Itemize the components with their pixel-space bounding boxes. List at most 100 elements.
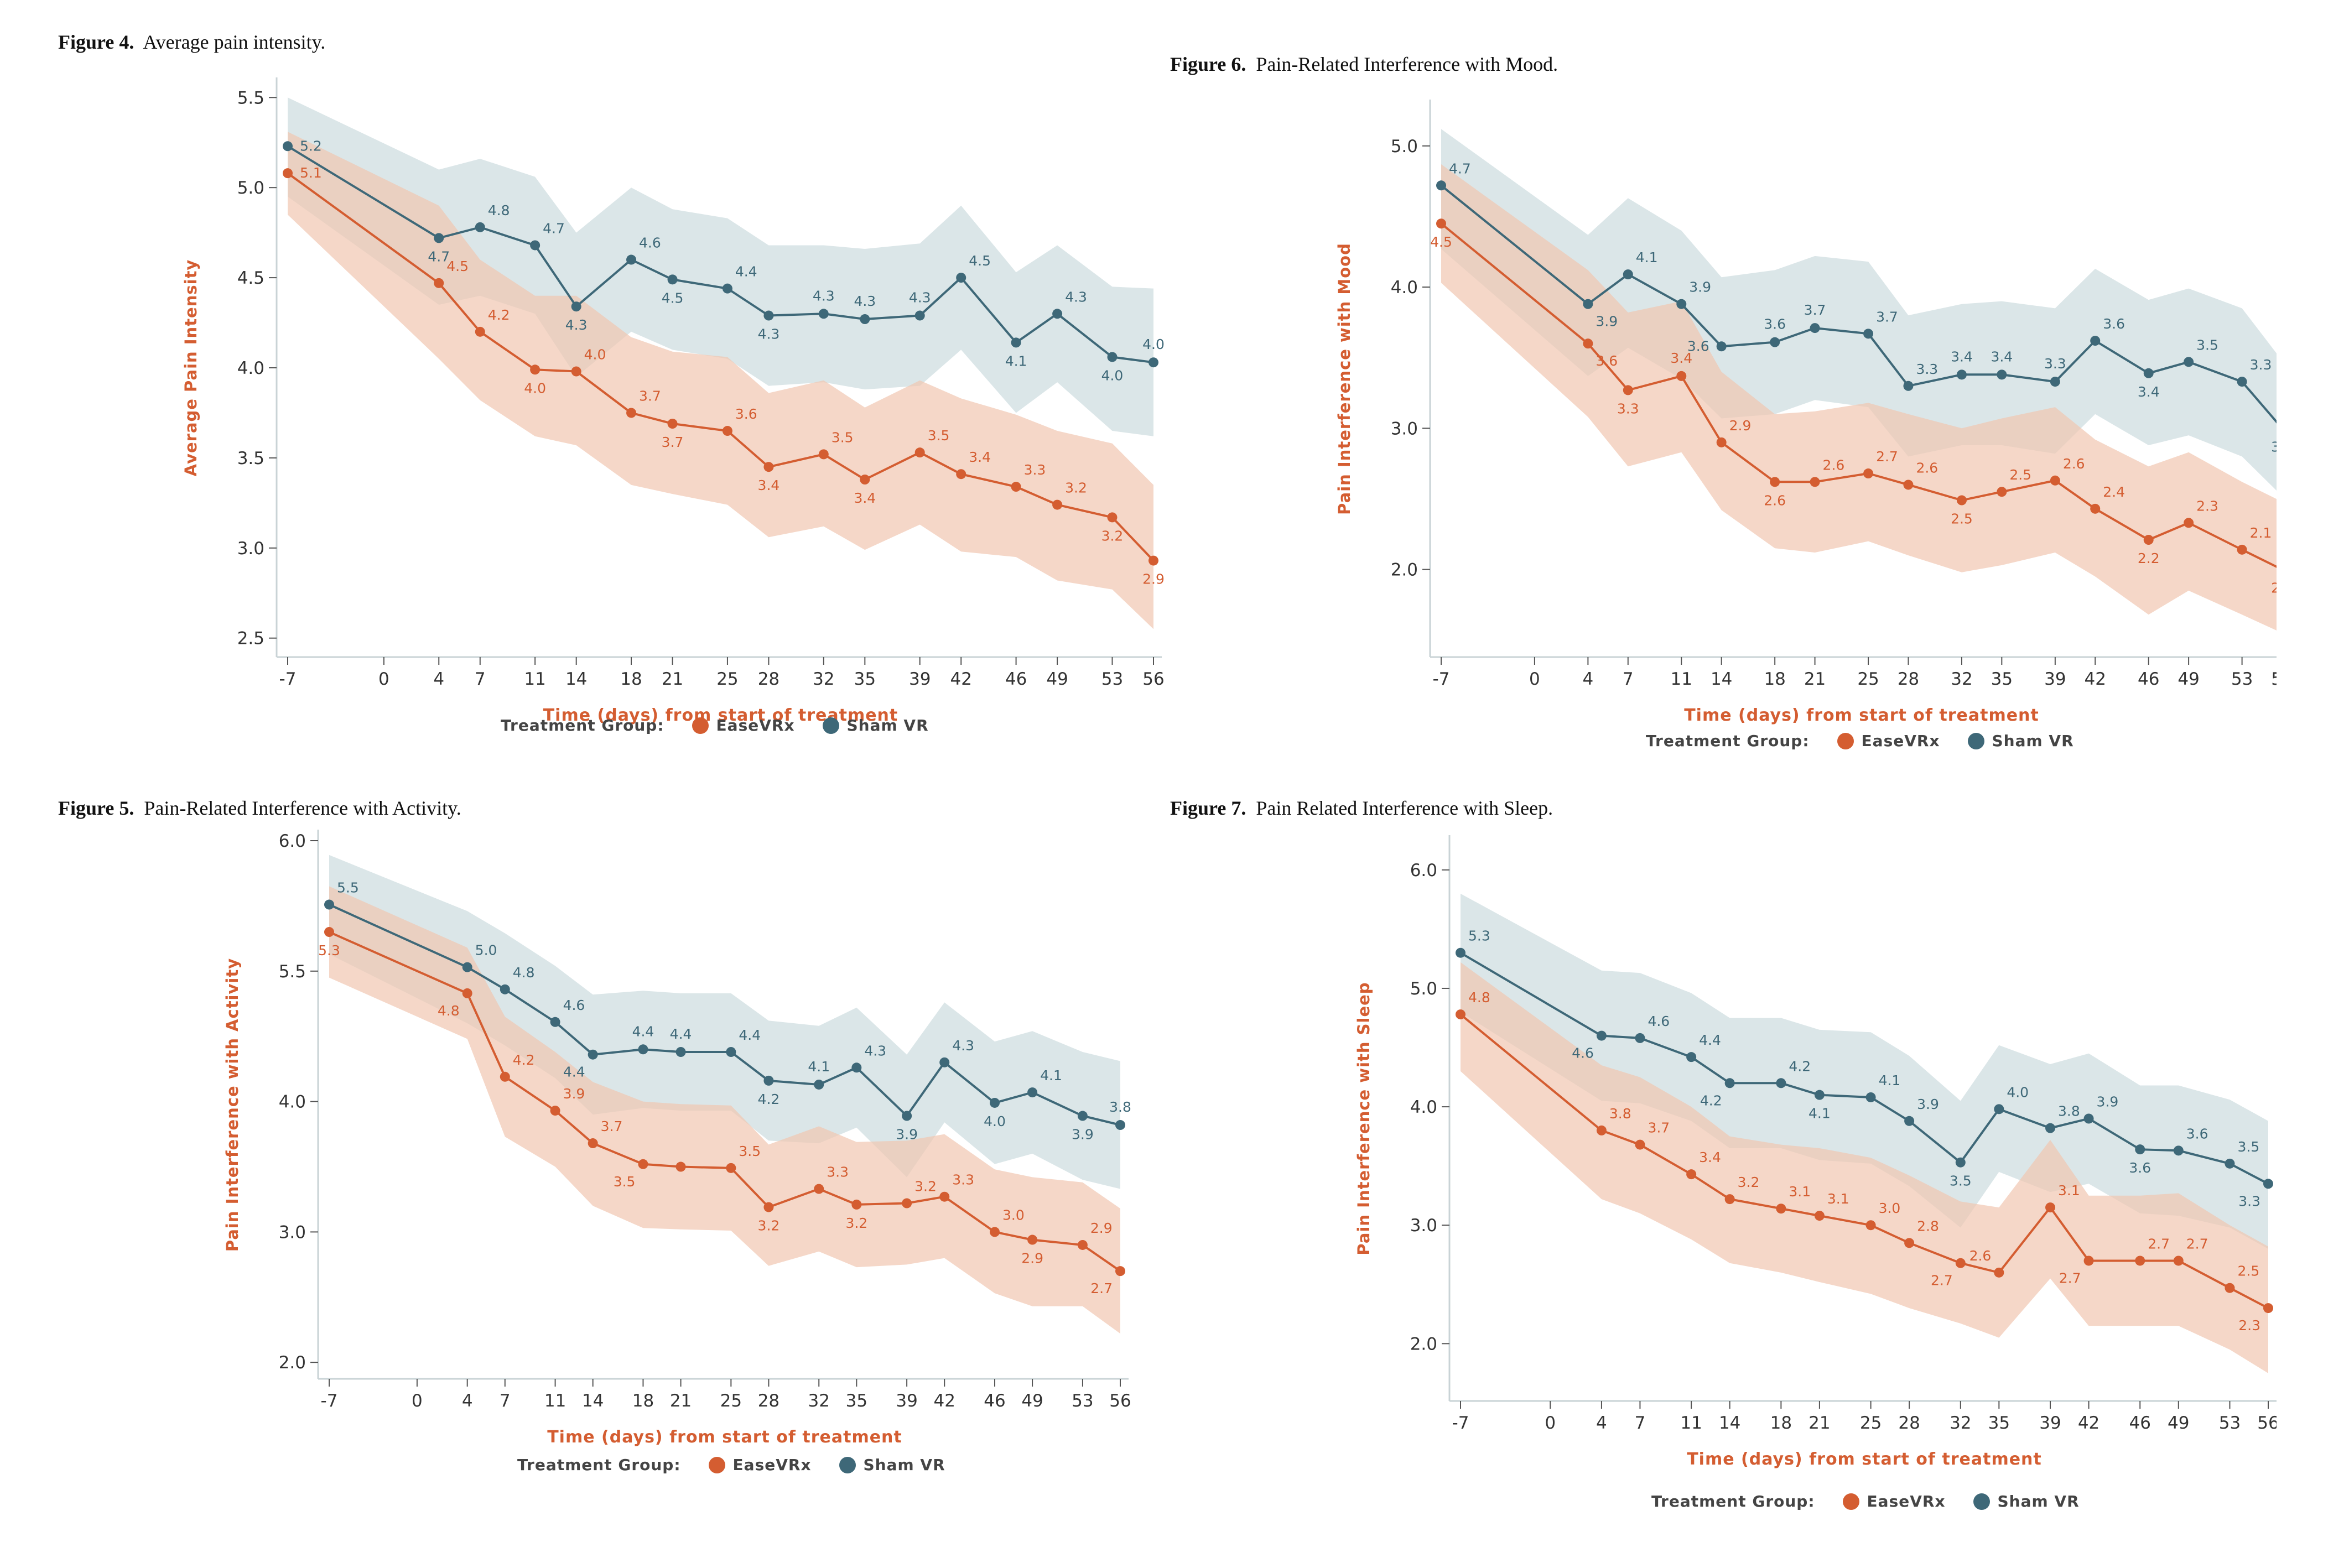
shamvr-data-point bbox=[1716, 341, 1727, 352]
x-tick-label: 18 bbox=[1764, 669, 1785, 689]
easevrx-data-label: 3.5 bbox=[928, 428, 950, 444]
shamvr-data-label: 4.8 bbox=[488, 202, 510, 218]
easevrx-data-label: 2.4 bbox=[2103, 484, 2125, 500]
shamvr-data-label: 4.0 bbox=[2007, 1084, 2029, 1100]
x-tick-label: 0 bbox=[1529, 669, 1540, 689]
shamvr-data-point bbox=[2083, 1113, 2094, 1124]
x-tick-label: 14 bbox=[1711, 669, 1732, 689]
easevrx-data-label: 3.0 bbox=[1002, 1207, 1025, 1223]
legend-easevrx-marker bbox=[708, 1456, 725, 1473]
legend-easevrx-marker bbox=[692, 717, 709, 734]
easevrx-data-point bbox=[462, 988, 472, 998]
shamvr-data-label: 3.6 bbox=[2129, 1160, 2151, 1176]
easevrx-data-label: 3.1 bbox=[1827, 1191, 1849, 1207]
easevrx-data-point bbox=[1456, 1009, 1465, 1020]
easevrx-data-label: 2.9 bbox=[1021, 1251, 1043, 1267]
x-tick-label: 28 bbox=[1898, 1413, 1920, 1433]
shamvr-data-point bbox=[902, 1111, 912, 1121]
x-tick-label: 42 bbox=[2078, 1413, 2099, 1433]
shamvr-data-point bbox=[763, 1075, 774, 1086]
x-tick-label: -7 bbox=[321, 1391, 338, 1411]
easevrx-data-label: 3.1 bbox=[1789, 1184, 1811, 1200]
legend-easevrx-label: EaseVRx bbox=[1861, 732, 1940, 750]
easevrx-data-point bbox=[2083, 1256, 2094, 1266]
easevrx-data-label: 5.1 bbox=[300, 165, 322, 181]
shamvr-data-label: 4.3 bbox=[909, 290, 931, 306]
shamvr-data-point bbox=[2090, 336, 2101, 346]
shamvr-data-label: 3.6 bbox=[1764, 316, 1786, 332]
figure-6-title: Pain-Related Interference with Mood. bbox=[1256, 53, 1558, 75]
easevrx-data-label: 2.8 bbox=[1917, 1218, 1939, 1234]
shamvr-data-label: 3.9 bbox=[896, 1127, 918, 1143]
easevrx-data-point bbox=[1436, 218, 1446, 229]
x-tick-label: 32 bbox=[1951, 669, 1972, 689]
easevrx-data-point bbox=[1994, 1267, 2004, 1278]
shamvr-data-point bbox=[1011, 337, 1021, 348]
easevrx-data-label: 3.7 bbox=[601, 1118, 623, 1134]
easevrx-data-label: 4.5 bbox=[1430, 234, 1452, 250]
shamvr-data-point bbox=[588, 1049, 598, 1060]
shamvr-data-label: 4.4 bbox=[1699, 1032, 1721, 1048]
shamvr-data-label: 3.7 bbox=[1876, 309, 1898, 325]
x-tick-label: 11 bbox=[1680, 1413, 1702, 1433]
easevrx-data-label: 3.3 bbox=[1617, 400, 1639, 416]
y-tick-label: 4.5 bbox=[237, 268, 264, 288]
easevrx-data-point bbox=[2237, 544, 2247, 555]
figure-5-caption: Figure 5. Pain-Related Interference with… bbox=[58, 796, 461, 820]
shamvr-data-point bbox=[1686, 1052, 1697, 1062]
easevrx-data-label: 3.8 bbox=[1609, 1106, 1631, 1122]
x-tick-label: 25 bbox=[720, 1391, 742, 1411]
easevrx-data-label: 3.5 bbox=[614, 1174, 636, 1190]
shamvr-data-label: 4.7 bbox=[543, 220, 565, 236]
easevrx-data-point bbox=[2045, 1202, 2056, 1213]
x-tick-label: 25 bbox=[716, 669, 738, 689]
shamvr-data-point bbox=[2045, 1123, 2056, 1133]
easevrx-data-label: 3.2 bbox=[758, 1218, 780, 1234]
y-tick-label: 5.0 bbox=[237, 178, 264, 198]
figure-4-caption: Figure 4. Average pain intensity. bbox=[58, 30, 325, 54]
y-tick-label: 6.0 bbox=[279, 831, 306, 851]
easevrx-data-point bbox=[1115, 1266, 1125, 1277]
shamvr-data-point bbox=[324, 899, 334, 910]
easevrx-data-point bbox=[675, 1161, 686, 1172]
legend-easevrx-marker bbox=[1837, 732, 1854, 749]
x-tick-label: 49 bbox=[2168, 1413, 2189, 1433]
y-tick-label: 3.0 bbox=[1391, 419, 1418, 439]
shamvr-data-point bbox=[1052, 309, 1063, 319]
easevrx-data-label: 3.0 bbox=[1879, 1200, 1901, 1216]
shamvr-data-point bbox=[1997, 369, 2007, 380]
easevrx-data-label: 2.0 bbox=[2271, 580, 2277, 596]
shamvr-data-label: 4.1 bbox=[1636, 249, 1658, 265]
easevrx-data-label: 2.6 bbox=[1823, 457, 1845, 473]
shamvr-data-label: 4.5 bbox=[969, 253, 991, 269]
easevrx-data-point bbox=[550, 1106, 560, 1116]
easevrx-data-label: 3.3 bbox=[1024, 462, 1046, 478]
legend-shamvr-marker bbox=[1967, 732, 1984, 749]
shamvr-data-label: 5.2 bbox=[300, 138, 322, 154]
shamvr-data-point bbox=[638, 1044, 648, 1055]
legend-title: Treatment Group: bbox=[1651, 1492, 1815, 1510]
shamvr-data-label: 4.1 bbox=[1040, 1067, 1062, 1083]
figure-4-title: Average pain intensity. bbox=[143, 31, 326, 53]
easevrx-confidence-band bbox=[329, 886, 1120, 1334]
y-tick-label: 4.0 bbox=[1410, 1097, 1437, 1117]
legend-title: Treatment Group: bbox=[1646, 732, 1810, 750]
y-tick-label: 2.0 bbox=[1410, 1334, 1437, 1354]
easevrx-data-label: 2.3 bbox=[2196, 498, 2218, 514]
figure-7-caption: Figure 7. Pain Related Interference with… bbox=[1170, 796, 1553, 820]
easevrx-data-point bbox=[2225, 1283, 2235, 1293]
easevrx-data-label: 3.2 bbox=[1065, 480, 1087, 496]
figure-7-number: Figure 7. bbox=[1170, 797, 1246, 819]
shamvr-data-point bbox=[1676, 299, 1687, 309]
shamvr-data-label: 3.9 bbox=[2097, 1094, 2119, 1110]
x-tick-label: 39 bbox=[2039, 1413, 2061, 1433]
x-tick-label: -7 bbox=[279, 669, 297, 689]
shamvr-data-label: 3.4 bbox=[2138, 384, 2160, 400]
x-tick-label: 35 bbox=[846, 1391, 867, 1411]
easevrx-data-label: 3.3 bbox=[827, 1164, 849, 1180]
y-tick-label: 4.0 bbox=[237, 358, 264, 378]
x-tick-label: 53 bbox=[1101, 669, 1123, 689]
shamvr-data-label: 4.3 bbox=[952, 1038, 974, 1054]
shamvr-data-label: 5.3 bbox=[1468, 928, 1490, 944]
shamvr-data-point bbox=[1724, 1078, 1735, 1088]
